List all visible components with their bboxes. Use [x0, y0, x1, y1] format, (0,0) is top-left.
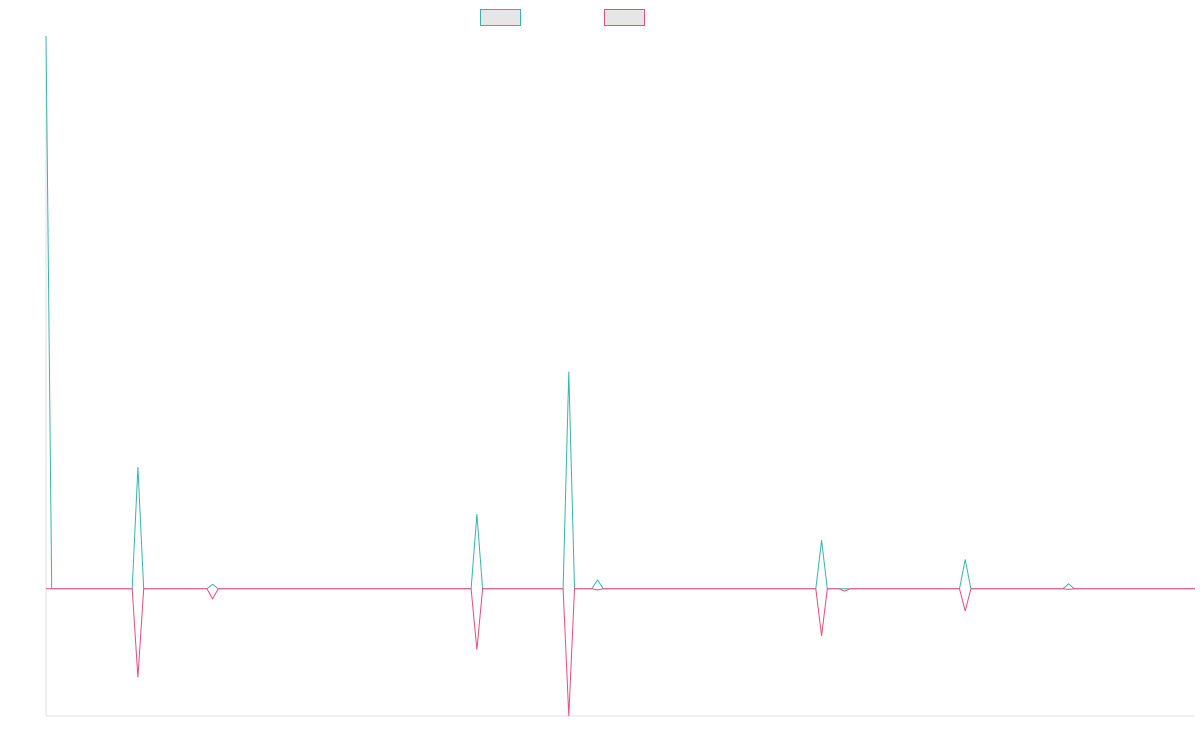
legend[interactable]	[480, 9, 645, 26]
legend-swatch-1[interactable]	[480, 9, 521, 26]
series-layer	[45, 35, 1195, 717]
series-line-2	[46, 588, 1195, 717]
legend-swatch-2[interactable]	[604, 9, 645, 26]
axes	[45, 36, 1195, 717]
series-line-1	[45, 35, 1195, 590]
